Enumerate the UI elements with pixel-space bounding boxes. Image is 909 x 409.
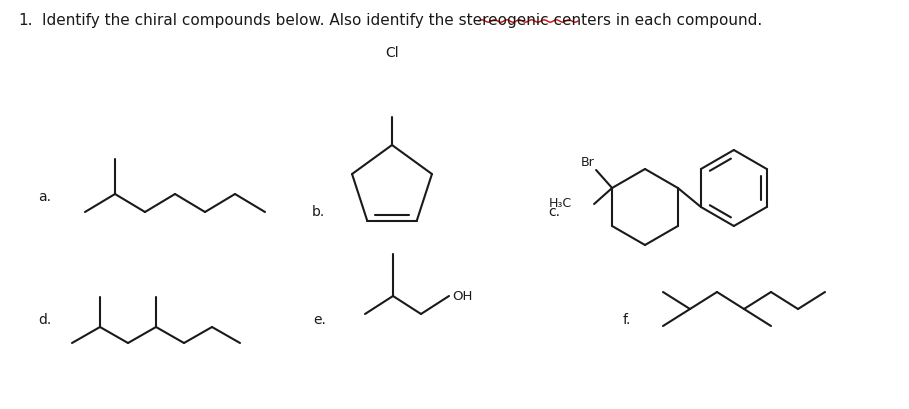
Text: b.: b.: [312, 204, 325, 218]
Text: a.: a.: [38, 189, 51, 204]
Text: e.: e.: [313, 312, 325, 326]
Text: OH: OH: [452, 290, 473, 303]
Text: H₃C: H₃C: [549, 197, 572, 210]
Text: d.: d.: [38, 312, 51, 326]
Text: c.: c.: [548, 204, 560, 218]
Text: Identify the chiral compounds below. Also identify the stereogenic centers in ea: Identify the chiral compounds below. Als…: [42, 13, 763, 28]
Text: Br: Br: [580, 155, 594, 169]
Text: Cl: Cl: [385, 46, 399, 60]
Text: f.: f.: [623, 312, 632, 326]
Text: 1.: 1.: [18, 13, 33, 28]
